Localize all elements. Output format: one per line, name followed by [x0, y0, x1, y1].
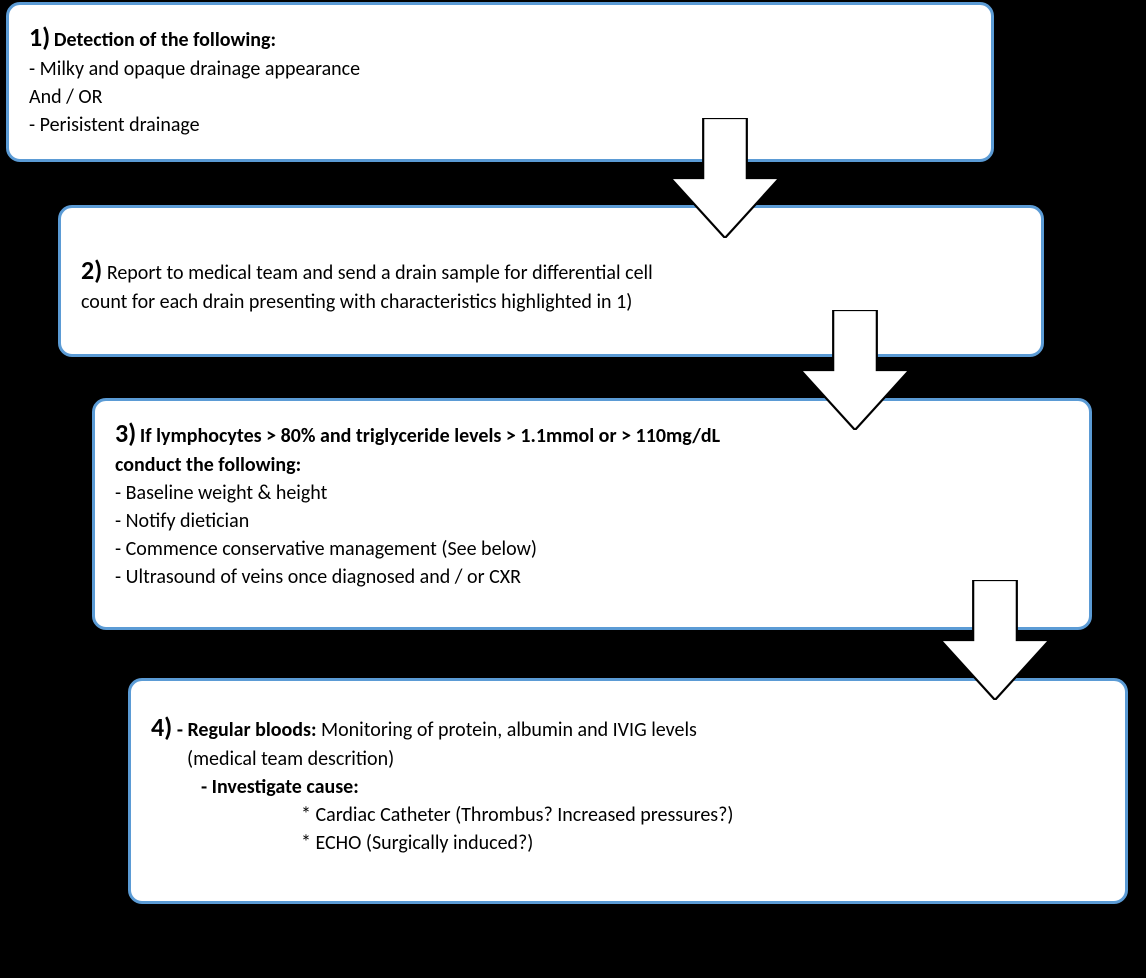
step-3-box: 3) If lymphocytes > 80% and triglyceride…: [92, 398, 1092, 630]
step-2-text-b: count for each drain presenting with cha…: [81, 290, 1021, 314]
step-4-inv-1: * Cardiac Catheter (Thrombus? Increased …: [301, 803, 1105, 827]
step-1-item-1: - Milky and opaque drainage appearance: [29, 57, 971, 81]
step-4-inv-2: * ECHO (Surgically induced?): [301, 831, 1105, 855]
step-2-box: 2) Report to medical team and send a dra…: [58, 205, 1044, 357]
step-4-box: 4) - Regular bloods: Monitoring of prote…: [128, 678, 1128, 904]
step-1-title: Detection of the following:: [54, 28, 276, 52]
step-3-item-1: - Baseline weight & height: [115, 481, 1069, 505]
step-4-investigate-label: - Investigate cause:: [201, 775, 1105, 799]
step-3-item-2: - Notify dietician: [115, 509, 1069, 533]
step-3-number: 3): [115, 417, 136, 449]
step-4-regular-bloods-rest: Monitoring of protein, albumin and IVIG …: [317, 718, 697, 742]
step-1-connector: And / OR: [29, 85, 971, 109]
step-4-regular-bloods-label: - Regular bloods:: [177, 718, 317, 742]
step-1-item-2: - Perisistent drainage: [29, 113, 971, 137]
step-3-item-4: - Ultrasound of veins once diagnosed and…: [115, 565, 1069, 589]
step-1-box: 1) Detection of the following: - Milky a…: [6, 2, 994, 162]
step-2-number: 2): [81, 254, 102, 286]
step-1-number: 1): [29, 21, 50, 53]
step-2-text-a: Report to medical team and send a drain …: [107, 261, 653, 285]
step-3-item-3: - Commence conservative management (See …: [115, 537, 1069, 561]
step-3-title-a: If lymphocytes > 80% and triglyceride le…: [140, 424, 720, 448]
step-3-title-b: conduct the following:: [115, 453, 1069, 477]
step-4-lead-line2: (medical team descrition): [187, 747, 1105, 771]
step-4-number: 4): [151, 711, 172, 743]
